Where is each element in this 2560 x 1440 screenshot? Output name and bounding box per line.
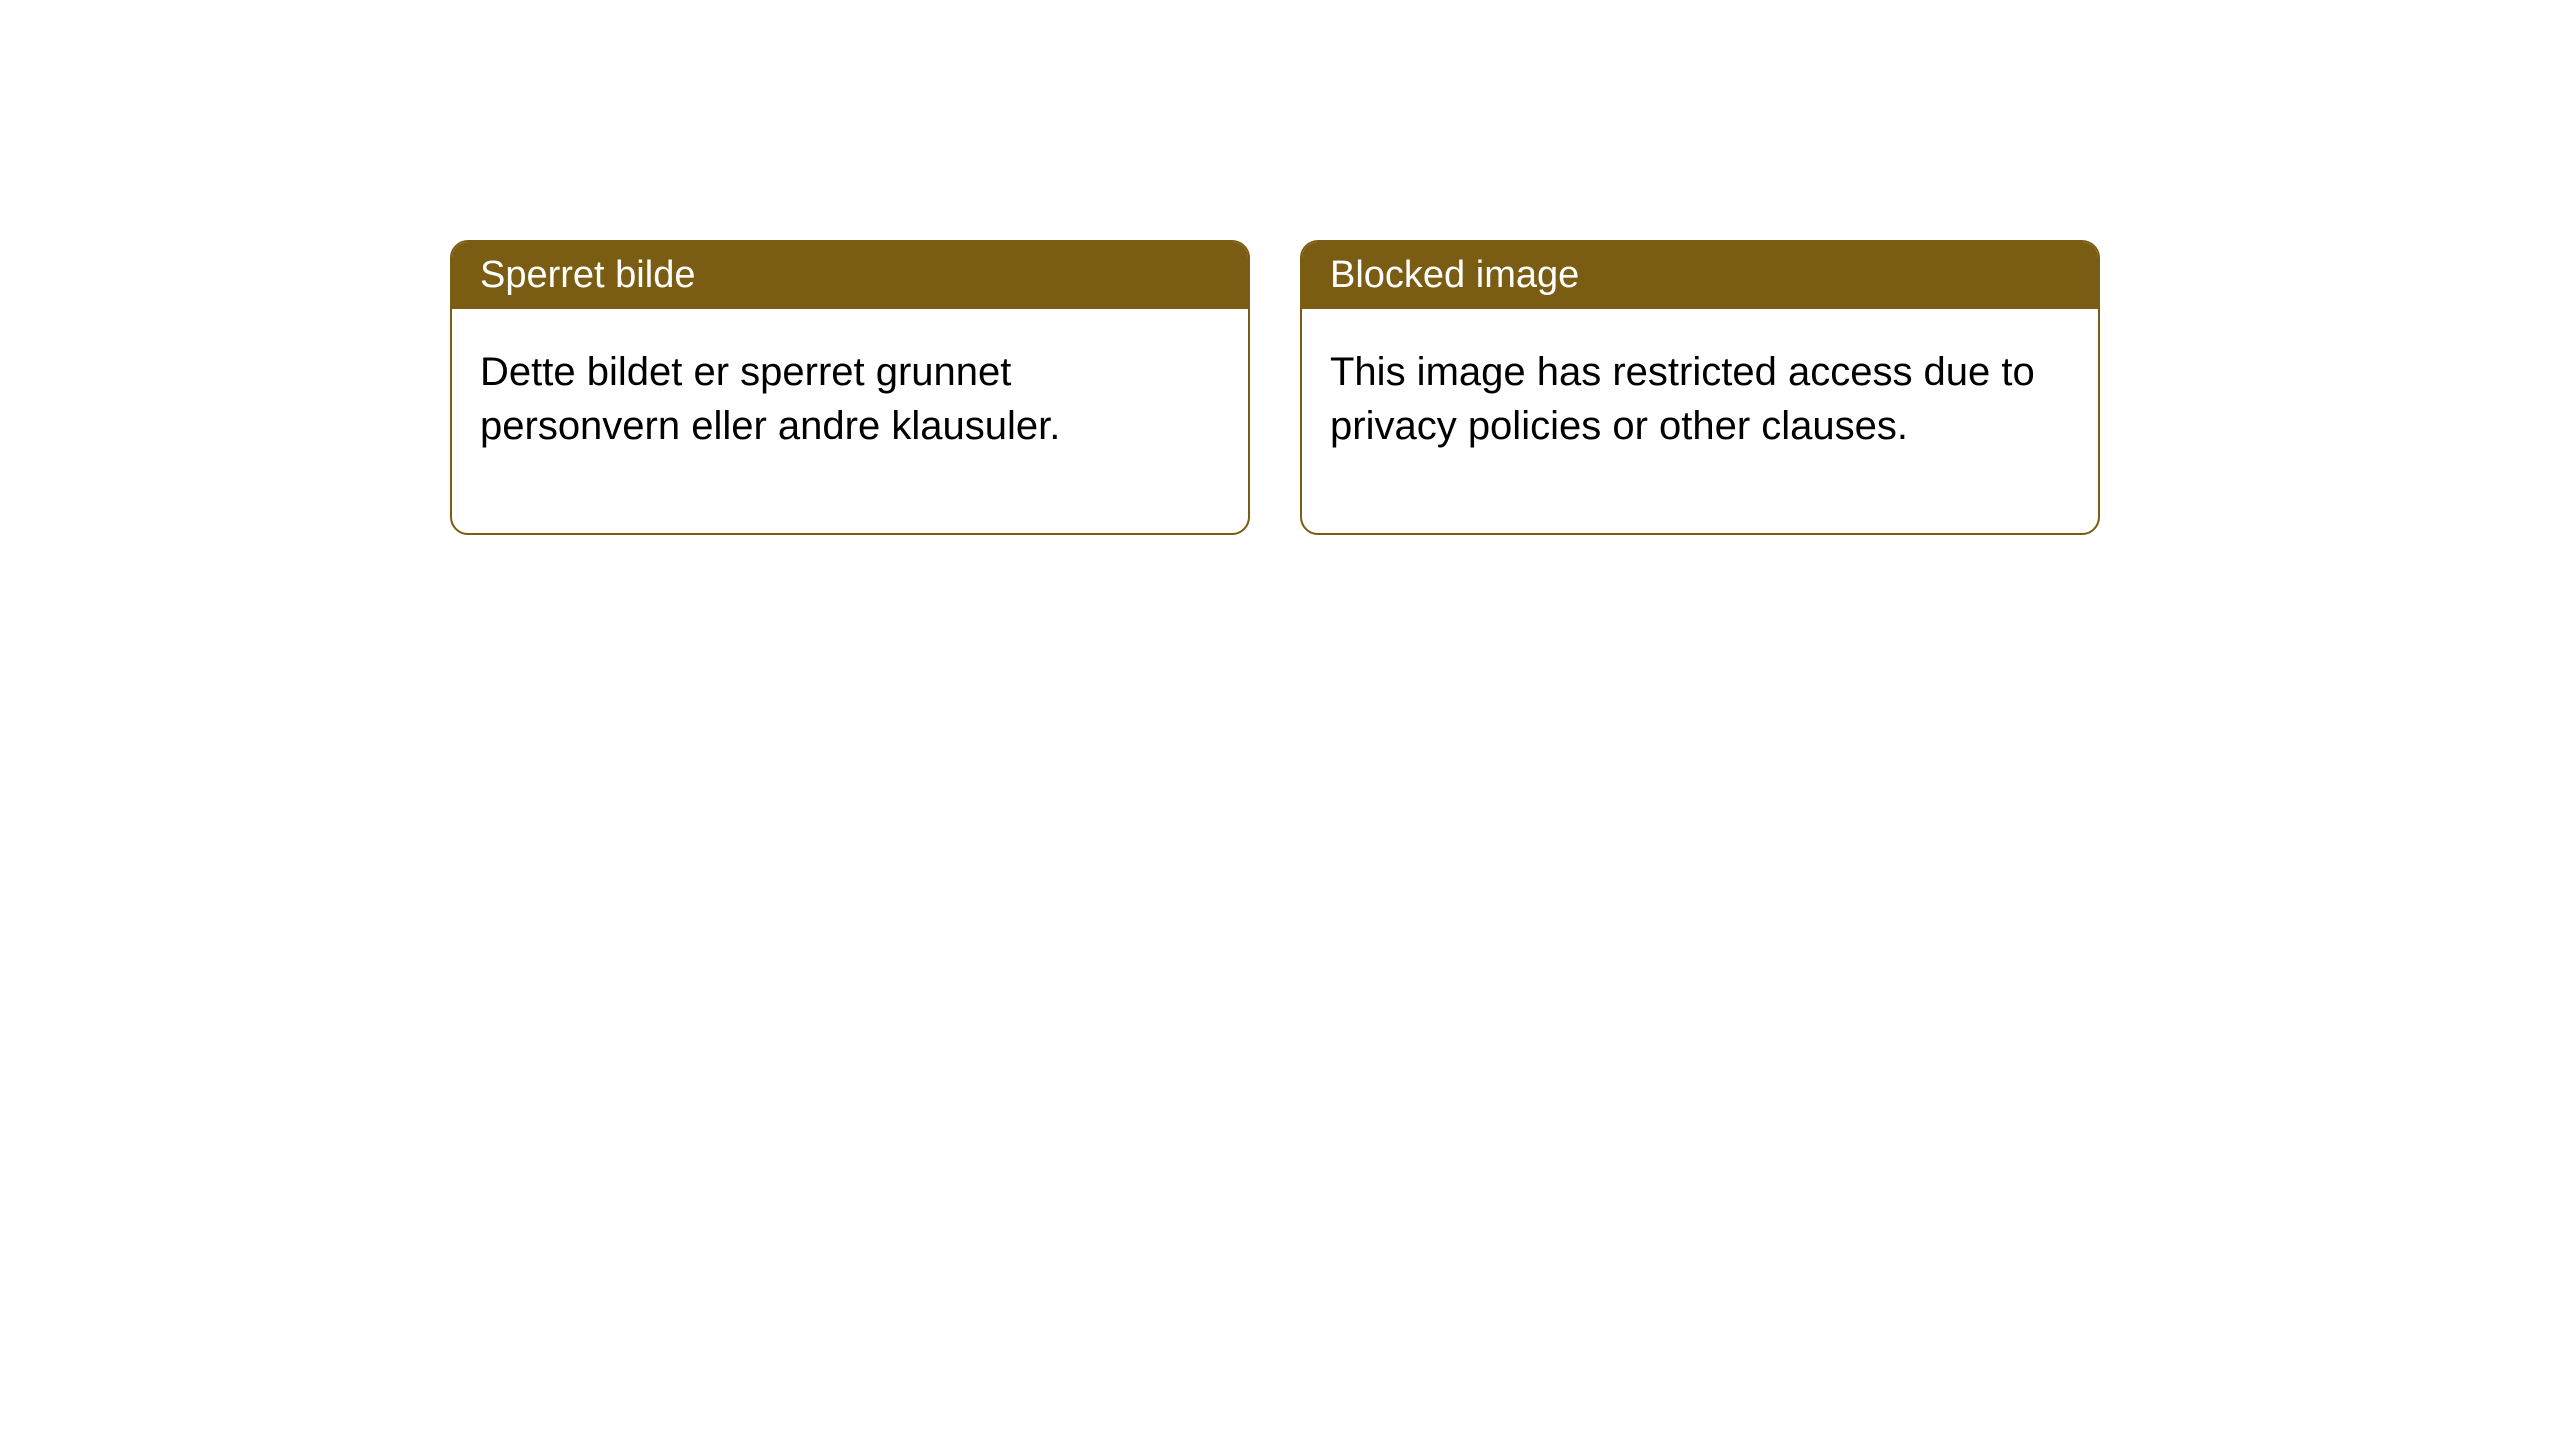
card-header: Sperret bilde [452,242,1248,309]
card-header: Blocked image [1302,242,2098,309]
notice-card-norwegian: Sperret bilde Dette bildet er sperret gr… [450,240,1250,535]
card-body: Dette bildet er sperret grunnet personve… [452,309,1248,533]
card-title: Sperret bilde [480,254,695,296]
card-body-text: Dette bildet er sperret grunnet personve… [480,350,1060,448]
notice-card-english: Blocked image This image has restricted … [1300,240,2100,535]
notice-container: Sperret bilde Dette bildet er sperret gr… [0,0,2560,535]
card-body: This image has restricted access due to … [1302,309,2098,533]
card-title: Blocked image [1330,254,1579,296]
card-body-text: This image has restricted access due to … [1330,350,2035,448]
